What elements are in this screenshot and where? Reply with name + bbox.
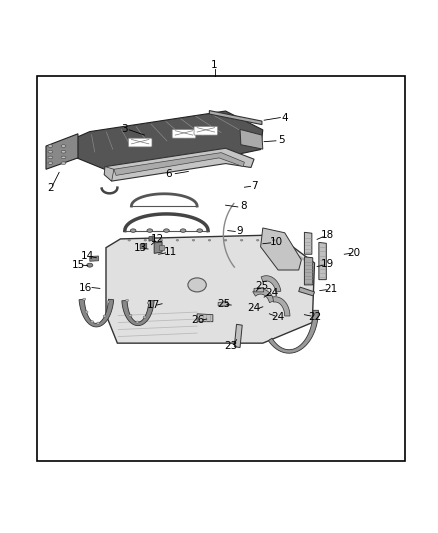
Text: 24: 24 xyxy=(247,303,261,313)
Bar xyxy=(159,246,164,250)
Ellipse shape xyxy=(240,239,243,241)
Polygon shape xyxy=(304,257,313,285)
FancyBboxPatch shape xyxy=(194,126,218,135)
Text: 22: 22 xyxy=(309,312,322,322)
Ellipse shape xyxy=(192,239,195,241)
Polygon shape xyxy=(77,111,263,177)
FancyBboxPatch shape xyxy=(172,130,196,138)
Ellipse shape xyxy=(188,278,206,292)
Polygon shape xyxy=(149,236,154,241)
Polygon shape xyxy=(268,310,318,353)
Text: 4: 4 xyxy=(281,112,288,123)
Ellipse shape xyxy=(91,321,94,323)
Ellipse shape xyxy=(97,322,100,324)
Polygon shape xyxy=(319,243,326,280)
Ellipse shape xyxy=(126,300,129,302)
Text: 24: 24 xyxy=(265,288,278,298)
Text: 25: 25 xyxy=(255,281,268,291)
Text: 20: 20 xyxy=(347,248,360,259)
Polygon shape xyxy=(304,232,312,254)
Text: 10: 10 xyxy=(269,237,283,247)
Polygon shape xyxy=(104,167,114,181)
Text: 21: 21 xyxy=(325,284,338,294)
Ellipse shape xyxy=(224,239,227,241)
Text: 11: 11 xyxy=(163,247,177,257)
Polygon shape xyxy=(209,110,262,125)
Ellipse shape xyxy=(197,229,203,232)
Ellipse shape xyxy=(144,239,147,241)
Ellipse shape xyxy=(61,162,66,165)
Polygon shape xyxy=(261,276,281,292)
Text: 18: 18 xyxy=(321,230,334,240)
Polygon shape xyxy=(299,287,314,296)
Ellipse shape xyxy=(176,239,179,241)
Text: 6: 6 xyxy=(165,168,172,179)
Text: 24: 24 xyxy=(272,312,285,322)
Ellipse shape xyxy=(130,229,136,232)
Ellipse shape xyxy=(143,316,146,318)
Ellipse shape xyxy=(256,239,259,241)
Text: 9: 9 xyxy=(237,227,244,237)
Text: 16: 16 xyxy=(79,282,92,293)
Text: 8: 8 xyxy=(240,201,247,212)
Polygon shape xyxy=(79,299,114,327)
Polygon shape xyxy=(114,152,244,175)
Ellipse shape xyxy=(61,150,66,153)
Ellipse shape xyxy=(147,229,152,232)
Ellipse shape xyxy=(160,239,162,241)
Polygon shape xyxy=(218,302,228,306)
Polygon shape xyxy=(253,289,274,303)
Ellipse shape xyxy=(128,239,131,241)
Polygon shape xyxy=(122,301,154,326)
Text: 25: 25 xyxy=(217,298,230,309)
Polygon shape xyxy=(140,243,147,249)
Text: 7: 7 xyxy=(251,181,258,191)
Text: 15: 15 xyxy=(71,260,85,270)
Text: 19: 19 xyxy=(321,260,334,269)
Polygon shape xyxy=(106,235,314,343)
Ellipse shape xyxy=(48,156,53,159)
Polygon shape xyxy=(261,228,301,270)
Ellipse shape xyxy=(87,263,93,267)
Polygon shape xyxy=(197,314,213,322)
Ellipse shape xyxy=(48,150,53,153)
Polygon shape xyxy=(104,148,254,181)
Ellipse shape xyxy=(85,311,88,313)
Polygon shape xyxy=(154,242,162,253)
Ellipse shape xyxy=(61,156,66,159)
Polygon shape xyxy=(46,134,78,169)
Ellipse shape xyxy=(136,321,139,323)
Ellipse shape xyxy=(208,239,211,241)
Ellipse shape xyxy=(180,229,186,232)
Text: 5: 5 xyxy=(278,135,285,146)
Ellipse shape xyxy=(107,301,110,303)
Ellipse shape xyxy=(48,145,53,147)
Bar xyxy=(37,76,405,462)
Ellipse shape xyxy=(103,315,106,317)
Text: 17: 17 xyxy=(147,300,160,310)
FancyBboxPatch shape xyxy=(128,138,152,147)
Text: 13: 13 xyxy=(134,243,147,253)
Polygon shape xyxy=(234,324,242,348)
Ellipse shape xyxy=(272,239,275,241)
Polygon shape xyxy=(254,287,264,292)
Polygon shape xyxy=(273,297,290,316)
Ellipse shape xyxy=(147,302,150,304)
Ellipse shape xyxy=(83,298,86,300)
Text: 2: 2 xyxy=(47,183,54,192)
Text: 26: 26 xyxy=(191,315,205,325)
Polygon shape xyxy=(90,256,99,261)
Ellipse shape xyxy=(61,145,66,147)
Text: 12: 12 xyxy=(151,235,164,244)
Ellipse shape xyxy=(48,162,53,165)
Text: 23: 23 xyxy=(224,341,237,351)
Ellipse shape xyxy=(163,229,169,232)
Text: 14: 14 xyxy=(81,251,94,261)
Text: 1: 1 xyxy=(211,60,218,70)
Ellipse shape xyxy=(129,314,132,317)
Text: 3: 3 xyxy=(121,124,128,134)
Polygon shape xyxy=(240,130,263,149)
